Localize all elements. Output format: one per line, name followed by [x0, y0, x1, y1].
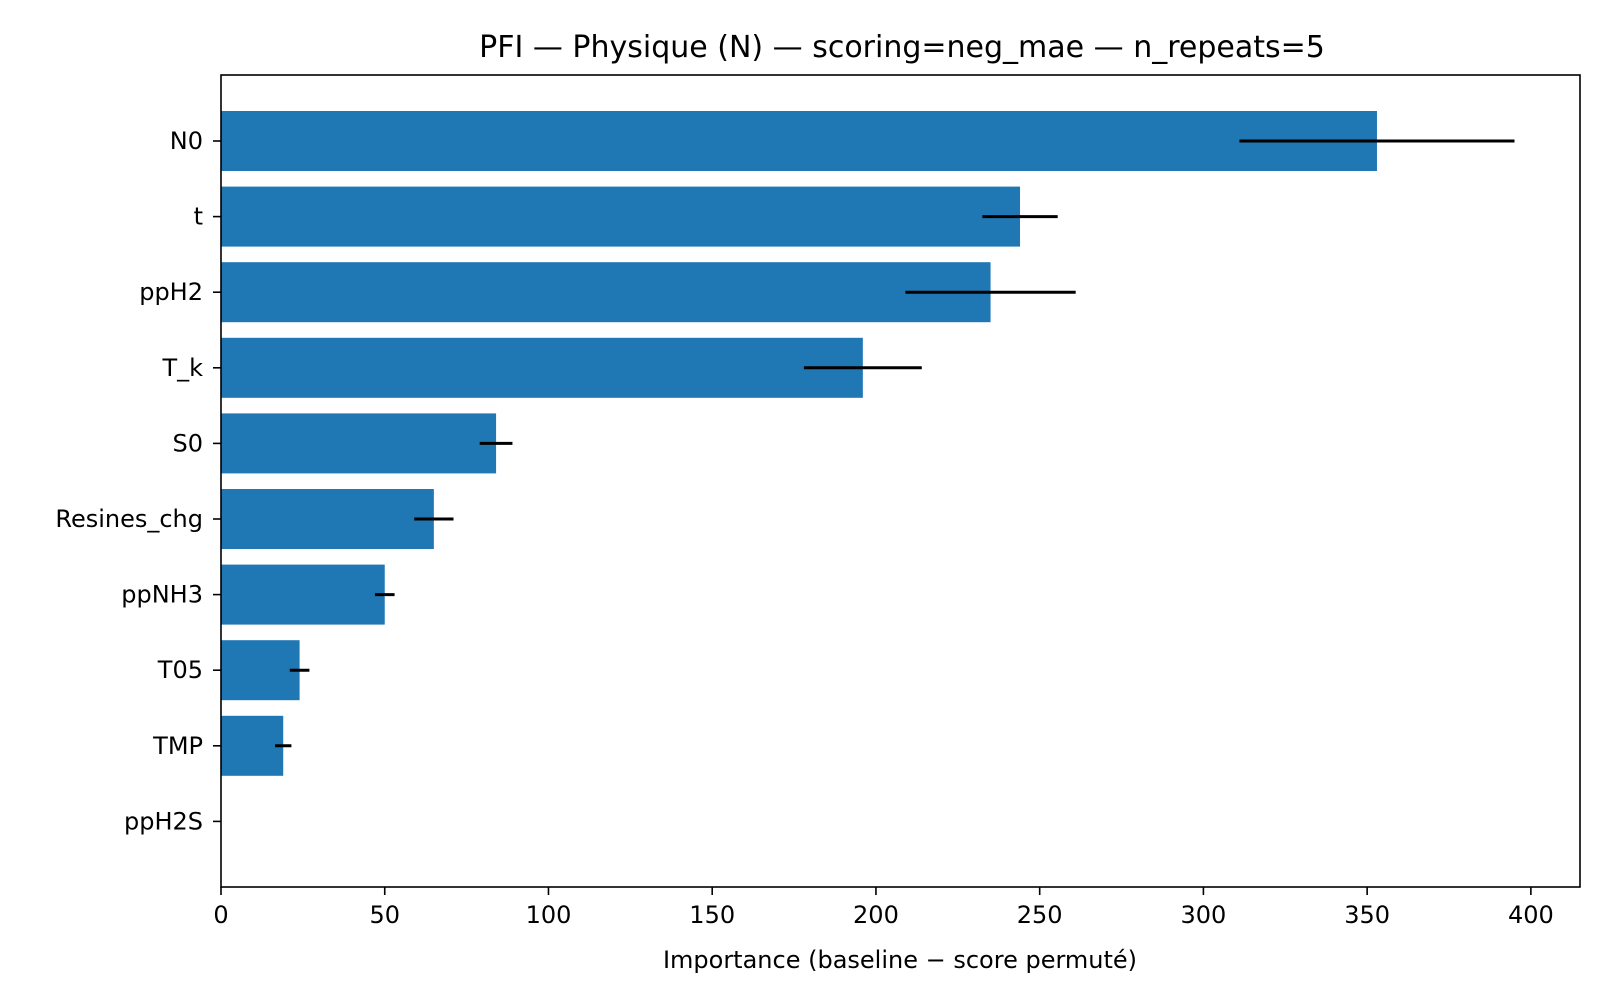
bar-t	[221, 186, 1021, 247]
x-tick-label-400: 400	[1508, 901, 1554, 929]
y-tick-label-s0: S0	[172, 429, 203, 457]
x-tick-label-350: 350	[1344, 901, 1390, 929]
y-tick-label-pph2: ppH2	[139, 278, 203, 306]
x-tick-label-100: 100	[526, 901, 572, 929]
bar-tmp	[221, 715, 284, 776]
bar-resines-chg	[221, 489, 434, 549]
error-bars-layer	[275, 139, 1515, 748]
plot-frame	[220, 74, 1581, 888]
bar-pph2	[221, 262, 991, 323]
y-tick-label-t: t	[194, 203, 203, 231]
bar-t05	[221, 640, 300, 701]
y-tick-label-tmp: TMP	[152, 732, 203, 760]
y-tick-label-n0: N0	[170, 127, 203, 155]
x-tick-label-250: 250	[1017, 901, 1063, 929]
y-tick-label-t-k: T_k	[161, 354, 203, 382]
bar-ppnh3	[221, 564, 385, 625]
x-tick-label-150: 150	[689, 901, 735, 929]
x-tick-label-50: 50	[369, 901, 400, 929]
x-axis-ticks: 0 50 100 150 200 250 300 350 400	[213, 887, 1554, 929]
x-axis-label: Importance (baseline − score permuté)	[663, 946, 1137, 974]
bar-t-k	[221, 337, 863, 398]
bar-s0	[221, 413, 497, 474]
y-tick-label-resines-chg: Resines_chg	[55, 505, 203, 533]
y-tick-label-ppnh3: ppNH3	[121, 581, 203, 609]
y-tick-label-pph2s: ppH2S	[124, 807, 203, 835]
y-tick-label-t05: T05	[157, 656, 203, 684]
x-tick-label-0: 0	[213, 901, 228, 929]
y-axis-ticks: N0 t ppH2 T_k S0 Resines_chg ppNH3 T05 TMP ppH2S	[55, 127, 221, 835]
chart-title: PFI — Physique (N) — scoring=neg_mae — n…	[479, 30, 1325, 65]
bars-layer	[221, 111, 1377, 776]
x-tick-label-300: 300	[1181, 901, 1227, 929]
bar-n0	[221, 111, 1377, 171]
x-tick-label-200: 200	[853, 901, 899, 929]
